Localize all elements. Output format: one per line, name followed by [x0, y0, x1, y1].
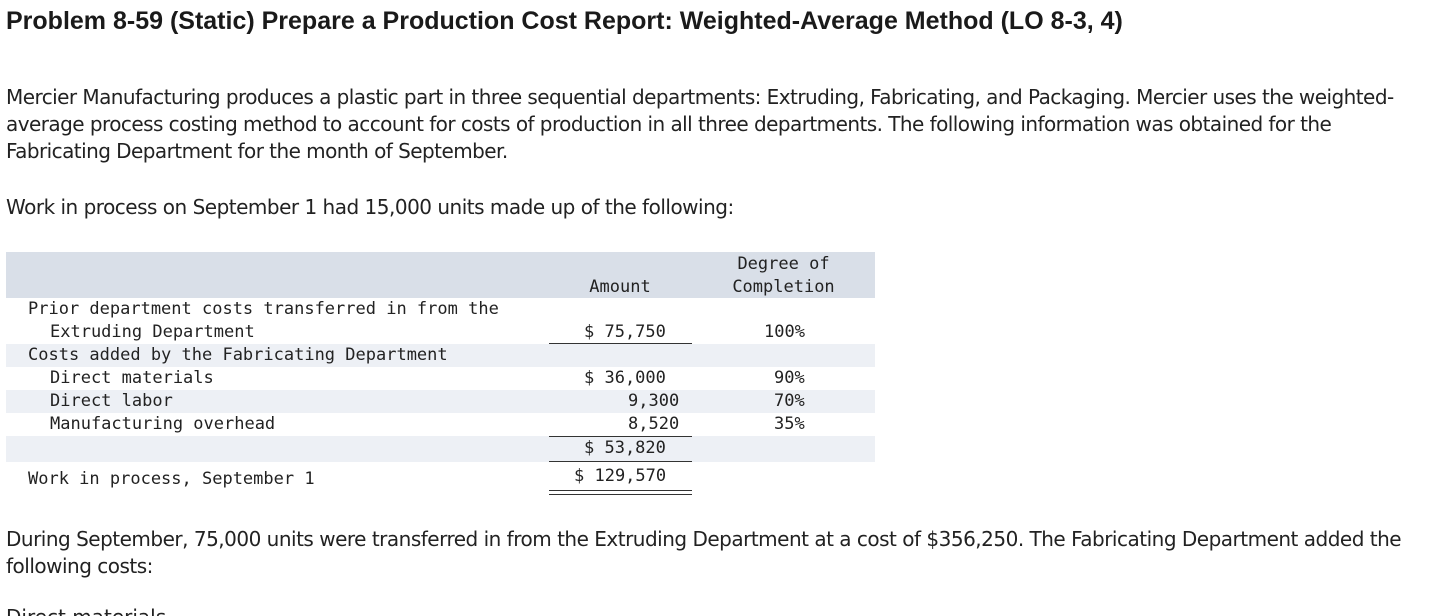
problem-title: Problem 8-59 (Static) Prepare a Producti… [6, 7, 1123, 35]
intro-paragraph: Mercier Manufacturing produces a plastic… [6, 85, 1394, 163]
row-overhead-degree: 35% [774, 414, 805, 434]
row-overhead-amount: 8,520 [628, 414, 680, 434]
row-overhead-label: Manufacturing overhead [50, 414, 276, 434]
row-costs-added-subtotal: $ 53,820 [584, 438, 666, 458]
double-underline [549, 490, 692, 491]
row-wip-total-label: Work in process, September 1 [28, 469, 315, 489]
row-direct-labor-amount: 9,300 [628, 391, 680, 411]
row-prior-dept-label-line2: Extruding Department [50, 322, 255, 342]
row-direct-labor-degree: 70% [774, 391, 805, 411]
degree-header-line1: Degree of [737, 254, 830, 274]
september-costs-paragraph: During September, 75,000 units were tran… [6, 527, 1402, 578]
underline [549, 436, 692, 437]
double-underline [549, 494, 692, 495]
row-direct-labor-label: Direct labor [50, 391, 173, 411]
row-direct-materials-degree: 90% [774, 368, 805, 388]
underline [549, 461, 692, 462]
row-wip-total-amount: $ 129,570 [574, 466, 667, 486]
row-prior-dept-label-line1: Prior department costs transferred in fr… [28, 299, 499, 319]
row-prior-dept-degree: 100% [764, 322, 805, 342]
cut-off-next-row: Direct materials [0, 604, 500, 616]
row-band [6, 390, 875, 413]
degree-header-line2: Completion [732, 277, 835, 297]
row-direct-materials-label: Direct materials [50, 368, 214, 388]
row-direct-materials-amount: $ 36,000 [584, 368, 666, 388]
table-header-band [6, 252, 875, 298]
row-band [6, 344, 875, 367]
wip-september-table: Amount Degree of Completion Prior depart… [6, 252, 875, 500]
row-costs-added-label: Costs added by the Fabricating Departmen… [28, 345, 448, 365]
wip-intro-paragraph: Work in process on September 1 had 15,00… [6, 195, 734, 219]
underline [549, 343, 692, 344]
row-band [6, 436, 875, 462]
row-prior-dept-amount: $ 75,750 [584, 322, 666, 342]
cut-off-text: Direct materials [6, 604, 166, 616]
amount-header: Amount [589, 277, 651, 297]
